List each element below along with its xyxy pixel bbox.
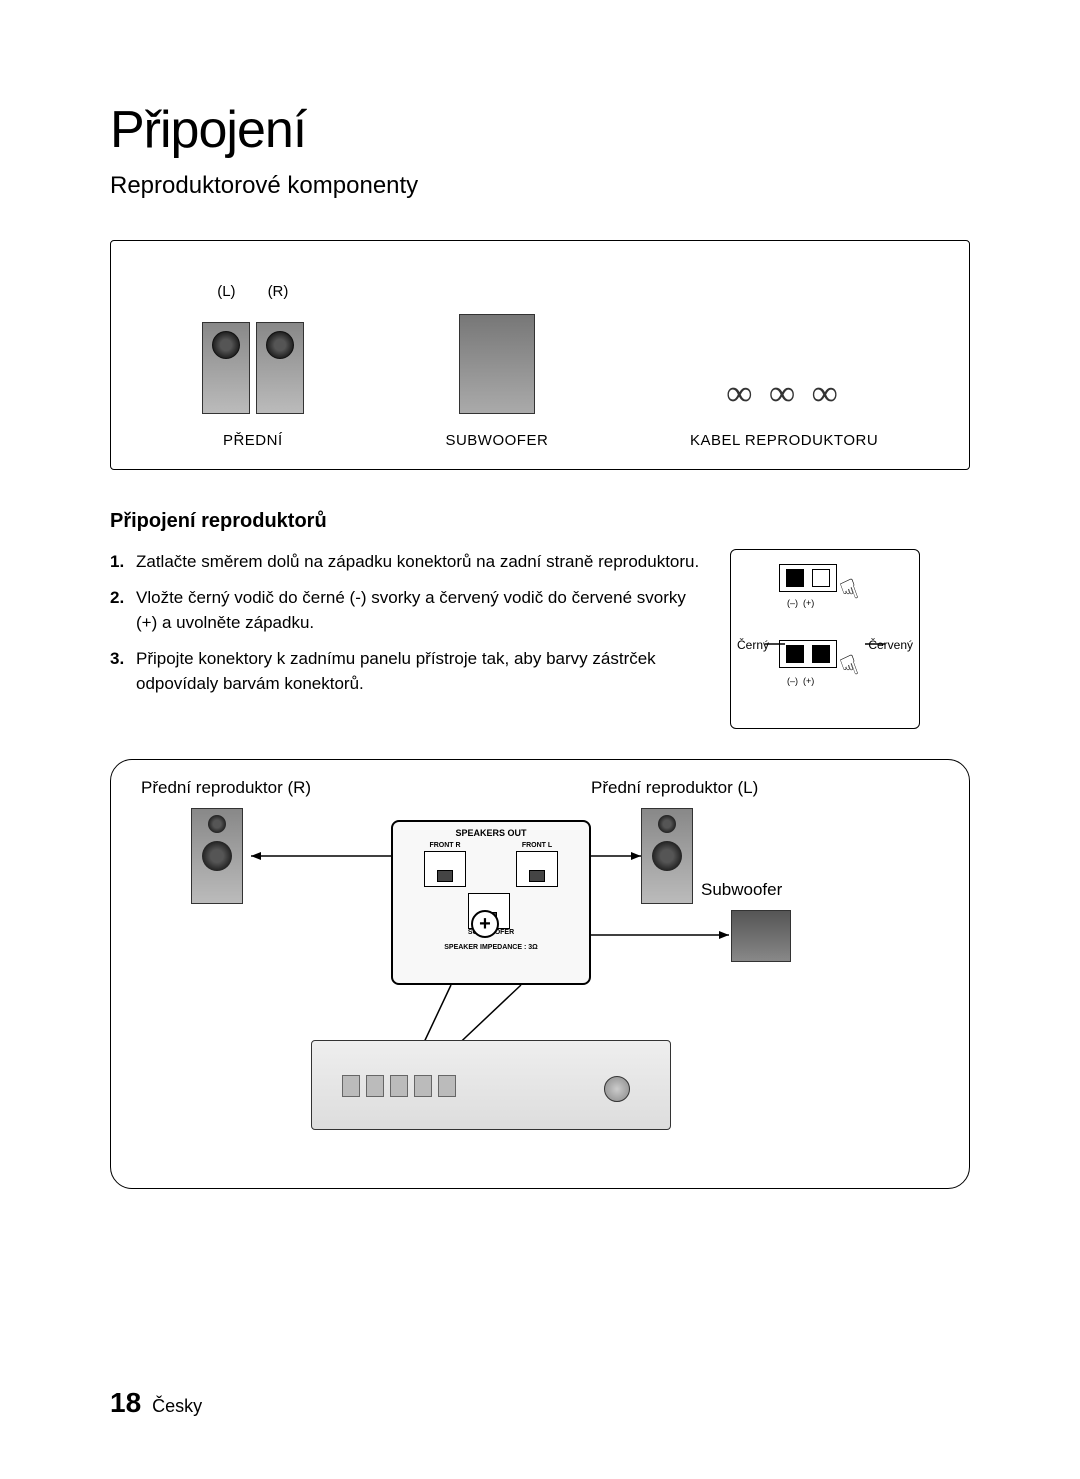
instruction-step: 1.Zatlačte směrem dolů na západku konekt… — [110, 549, 700, 575]
front-speaker-l-label: Přední reproduktor (L) — [591, 778, 758, 798]
wiring-diagram: Přední reproduktor (R) Přední reprodukto… — [110, 759, 970, 1189]
terminal-port-icon — [786, 569, 804, 587]
receiver-port-icon — [390, 1075, 408, 1097]
manual-page: Připojení Reproduktorové komponenty (L) … — [0, 0, 1080, 1479]
panel-title: SPEAKERS OUT — [399, 828, 583, 838]
receiver-ports — [342, 1075, 456, 1097]
port-label: FRONT R — [424, 842, 466, 849]
label-l: (L) — [217, 283, 235, 300]
panel-port-front-l: FRONT L — [516, 842, 558, 887]
front-speaker-label: PŘEDNÍ — [223, 432, 283, 449]
step-number: 3. — [110, 646, 130, 697]
section-subtitle: Připojení reproduktorů — [110, 510, 970, 533]
terminal-port-icon — [812, 569, 830, 587]
page-title: Připojení — [110, 100, 970, 160]
hand-press-icon: ☟ — [836, 572, 863, 609]
panel-port-front-r: FRONT R — [424, 842, 466, 887]
receiver-port-icon — [438, 1075, 456, 1097]
component-front-speakers: (L) (R) PŘEDNÍ — [202, 283, 304, 449]
step-text: Připojte konektory k zadnímu panelu přís… — [136, 646, 700, 697]
terminal-diagram: ☟ (–) (+) Černý Červený ☟ (–) (+) — [730, 549, 920, 729]
front-speaker-r-icon — [256, 322, 304, 414]
component-subwoofer: SUBWOOFER — [445, 314, 548, 449]
front-speaker-r-icon — [191, 808, 243, 904]
port-icon — [424, 851, 466, 887]
polarity-label: (–) (+) — [787, 676, 814, 686]
front-speaker-r-label: Přední reproduktor (R) — [141, 778, 311, 798]
instruction-step: 3.Připojte konektory k zadnímu panelu př… — [110, 646, 700, 697]
page-number: 18 — [110, 1387, 141, 1418]
front-speaker-l-icon — [202, 322, 250, 414]
page-subtitle: Reproduktorové komponenty — [110, 172, 970, 200]
wire-lines-icon — [765, 632, 885, 662]
cable-icon: ∞ ∞ ∞ — [727, 372, 842, 414]
subwoofer-icon — [459, 314, 535, 414]
subwoofer-label: Subwoofer — [701, 880, 782, 900]
receiver-port-icon — [342, 1075, 360, 1097]
port-label: FRONT L — [516, 842, 558, 849]
receiver-unit-icon — [311, 1040, 671, 1130]
step-number: 2. — [110, 585, 130, 636]
subwoofer-label: SUBWOOFER — [445, 432, 548, 449]
terminal-ports-top — [779, 564, 837, 592]
front-speaker-l-icon — [641, 808, 693, 904]
speakers-out-panel: SPEAKERS OUT FRONT R FRONT L SUBWOOFER S… — [391, 820, 591, 985]
panel-row-front: FRONT R FRONT L — [399, 842, 583, 887]
page-language: Česky — [152, 1396, 202, 1416]
step-text: Zatlačte směrem dolů na západku konektor… — [136, 549, 699, 575]
page-footer: 18 Česky — [110, 1387, 202, 1419]
zoom-plus-icon: + — [471, 910, 499, 938]
receiver-port-icon — [366, 1075, 384, 1097]
instructions-list: 1.Zatlačte směrem dolů na západku konekt… — [110, 549, 700, 707]
cable-label: KABEL REPRODUKTORU — [690, 432, 878, 449]
instructions-row: 1.Zatlačte směrem dolů na západku konekt… — [110, 549, 970, 729]
subwoofer-icon — [731, 910, 791, 962]
step-text: Vložte černý vodič do černé (-) svorky a… — [136, 585, 700, 636]
impedance-label: SPEAKER IMPEDANCE : 3Ω — [399, 944, 583, 951]
polarity-label: (–) (+) — [787, 598, 814, 608]
label-r: (R) — [268, 283, 289, 300]
components-box: (L) (R) PŘEDNÍ SUBWOOFER ∞ ∞ ∞ KABEL REP… — [110, 240, 970, 470]
receiver-port-icon — [414, 1075, 432, 1097]
step-number: 1. — [110, 549, 130, 575]
instruction-step: 2.Vložte černý vodič do černé (-) svorky… — [110, 585, 700, 636]
port-icon — [516, 851, 558, 887]
front-speaker-pair — [202, 322, 304, 414]
lr-labels: (L) (R) — [217, 283, 288, 300]
component-cable: ∞ ∞ ∞ KABEL REPRODUKTORU — [690, 372, 878, 449]
